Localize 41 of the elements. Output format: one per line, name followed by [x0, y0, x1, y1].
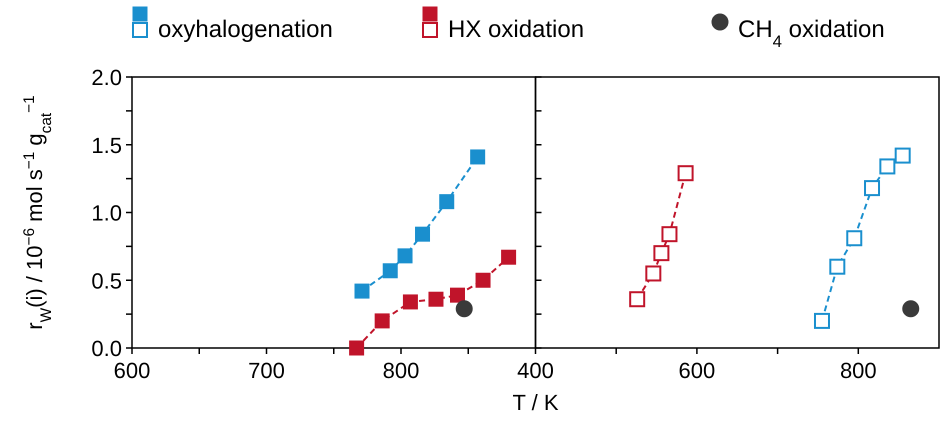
point: [661, 226, 678, 242]
x-tick-label: 400: [517, 358, 554, 383]
point: [470, 149, 486, 164]
y-tick-label: 0.5: [91, 268, 122, 294]
point: [415, 226, 430, 242]
x-tick-label: 800: [382, 358, 420, 383]
point: [428, 292, 444, 307]
point: [829, 258, 846, 275]
y-tick-label: 1.5: [91, 132, 122, 158]
legend-label: oxyhalogenation: [158, 16, 333, 43]
x-axis-title: T / K: [512, 390, 559, 415]
y-tick-label: 1.0: [91, 200, 122, 226]
point: [678, 165, 694, 182]
point: [864, 180, 880, 196]
x-tick-label: 800: [840, 358, 877, 383]
y-tick-label: 2.0: [91, 65, 122, 90]
legend-label: CH$_{4}$ oxidation: [738, 16, 885, 50]
point: [456, 300, 473, 318]
x-tick-label: 600: [114, 358, 150, 383]
point: [382, 263, 398, 278]
x-tick-label: 700: [248, 358, 285, 383]
point: [349, 340, 364, 356]
point: [476, 272, 491, 288]
point: [501, 250, 516, 265]
point: [653, 245, 670, 262]
point: [846, 230, 862, 246]
point: [629, 291, 646, 308]
legend-label: HX oxidation: [448, 16, 584, 43]
point: [374, 313, 390, 328]
point: [814, 312, 830, 329]
point: [902, 300, 920, 318]
point: [398, 248, 413, 264]
point: [354, 284, 370, 299]
x-tick-label: 600: [678, 358, 716, 383]
point: [450, 288, 465, 303]
point: [645, 265, 662, 282]
point: [894, 148, 911, 164]
y-tick-label: 0.0: [91, 336, 122, 361]
point: [879, 158, 896, 174]
point: [439, 194, 454, 210]
point: [402, 294, 418, 310]
